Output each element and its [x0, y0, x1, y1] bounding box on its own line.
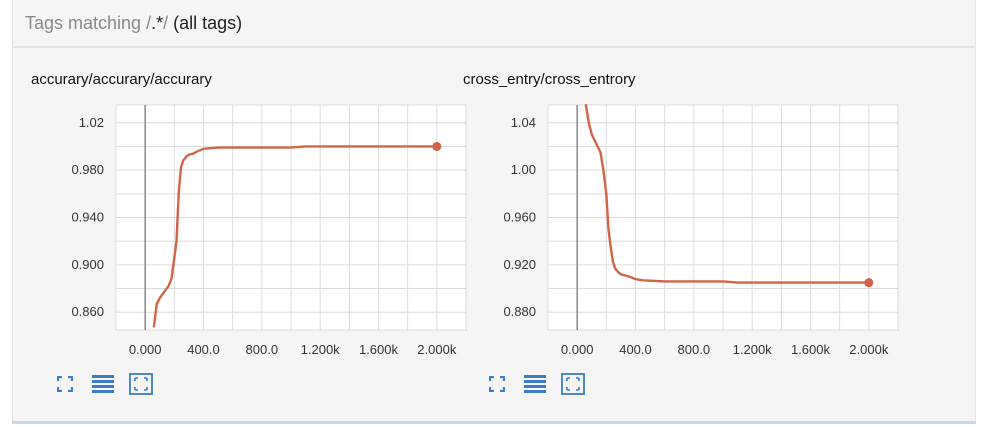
- all-tags-label: (all tags): [173, 12, 243, 33]
- expand-icon[interactable]: [53, 372, 77, 396]
- tag-filter-header: Tags matching / .* / (all tags): [13, 0, 975, 48]
- x-tick-label: 1.600k: [359, 342, 399, 357]
- x-tick-label: 0.000: [561, 342, 594, 357]
- x-tick-label: 2.000k: [417, 342, 457, 357]
- chart-title: accurary/accurary/accurary: [31, 71, 212, 88]
- y-tick-label: 0.980: [71, 162, 104, 177]
- regex-slash-open: /: [146, 12, 152, 33]
- x-tick-label: 400.0: [187, 342, 220, 357]
- panel-bottom-border: [12, 421, 976, 424]
- cross-entropy-chart[interactable]: 0.880 0.920 0.960 1.00 1.04 0.000 400.0 800.0 1.…: [463, 46, 903, 366]
- accuracy-chart[interactable]: 0.860 0.900 0.940 0.980 1.02 0.000 400.0 800.0 1…: [31, 46, 471, 366]
- y-tick-label: 0.900: [71, 257, 104, 272]
- x-tick-label: 1.200k: [301, 342, 341, 357]
- x-tick-label: 1.200k: [733, 342, 773, 357]
- list-icon[interactable]: [91, 372, 115, 396]
- y-tick-label: 1.02: [79, 115, 104, 130]
- list-icon[interactable]: [523, 372, 547, 396]
- expand-icon[interactable]: [485, 372, 509, 396]
- x-tick-label: 2.000k: [849, 342, 889, 357]
- tag-group-panel: Tags matching / .* / (all tags) accurary…: [12, 0, 976, 421]
- y-tick-label: 1.00: [511, 162, 536, 177]
- chart-toolbar: [485, 372, 585, 396]
- series-line: [152, 145, 438, 328]
- regex-slash-close: /: [163, 12, 169, 33]
- series-line: [584, 103, 870, 284]
- x-tick-label: 800.0: [246, 342, 279, 357]
- y-tick-label: 0.860: [71, 304, 104, 319]
- y-tick-label: 0.880: [503, 304, 536, 319]
- x-tick-label: 1.600k: [791, 342, 831, 357]
- fit-domain-icon[interactable]: [561, 372, 585, 396]
- chart-title: cross_entry/cross_entrory: [463, 71, 636, 88]
- x-tick-label: 0.000: [129, 342, 162, 357]
- x-tick-label: 800.0: [678, 342, 711, 357]
- y-tick-label: 0.960: [503, 210, 536, 225]
- y-tick-label: 0.920: [503, 257, 536, 272]
- x-tick-label: 400.0: [619, 342, 652, 357]
- series-endpoint: [432, 141, 442, 151]
- series-endpoint: [864, 278, 874, 288]
- chart-toolbar: [53, 372, 153, 396]
- fit-domain-icon[interactable]: [129, 372, 153, 396]
- regex-pattern: .*: [151, 12, 164, 33]
- y-tick-label: 1.04: [511, 115, 536, 130]
- tags-matching-label: Tags matching: [25, 12, 142, 33]
- scalar-chart-card-accuracy: accurary/accurary/accurary 0.860 0.900 0.9…: [31, 46, 471, 406]
- scalar-chart-card-cross-entropy: cross_entry/cross_entrory 0.880 0.920 0.96…: [463, 46, 903, 406]
- y-tick-label: 0.940: [71, 210, 104, 225]
